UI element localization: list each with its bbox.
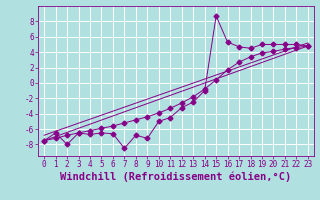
X-axis label: Windchill (Refroidissement éolien,°C): Windchill (Refroidissement éolien,°C) — [60, 172, 292, 182]
